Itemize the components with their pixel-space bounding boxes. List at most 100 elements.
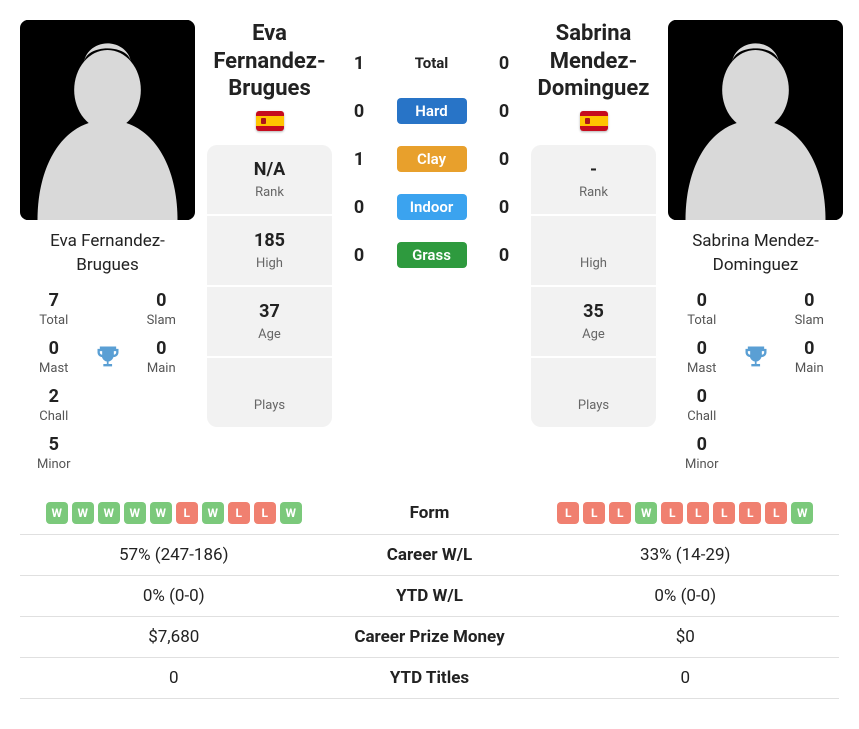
h2h-p2-score: 0 — [489, 197, 519, 218]
form-badge[interactable]: W — [124, 502, 146, 524]
trophy-icon — [742, 343, 770, 371]
form-badge[interactable]: W — [98, 502, 120, 524]
player2-info-block: - Rank High 35 Age Plays — [531, 145, 656, 427]
p2-title-total: 0 Total — [668, 290, 736, 328]
form-badge[interactable]: W — [280, 502, 302, 524]
trophy-icon-cell — [736, 290, 776, 424]
stats-label: Career Prize Money — [320, 627, 540, 647]
player1-header: Eva Fernandez-Brugues — [207, 20, 332, 135]
stats-label: YTD W/L — [320, 586, 540, 606]
h2h-surface: Indoor — [384, 194, 479, 220]
stats-p2-value: 0% (0-0) — [540, 586, 832, 606]
player1-name-under: Eva Fernandez-Brugues — [20, 220, 195, 290]
form-badge[interactable]: L — [713, 502, 735, 524]
surface-label: Grass — [397, 242, 467, 268]
surface-label: Indoor — [397, 194, 467, 220]
player1-info-col: Eva Fernandez-Brugues N/A Rank 185 High … — [207, 20, 332, 427]
h2h-p1-score: 0 — [344, 245, 374, 266]
player2-header: Sabrina Mendez-Dominguez — [531, 20, 656, 135]
h2h-row: 1Total0 — [344, 50, 519, 76]
p1-age: 37 Age — [207, 287, 332, 358]
form-badge[interactable]: L — [739, 502, 761, 524]
stats-row: 57% (247-186)Career W/L33% (14-29) — [20, 535, 839, 576]
h2h-p2-score: 0 — [489, 101, 519, 122]
player1-flag-icon — [256, 111, 284, 131]
surface-label: Clay — [397, 146, 467, 172]
h2h-row: 0 Indoor 0 — [344, 194, 519, 220]
stats-p1-value: 57% (247-186) — [28, 545, 320, 565]
form-badge[interactable]: L — [609, 502, 631, 524]
p1-title-main: 0 Main — [128, 338, 196, 376]
stats-row-form: WWWWWLWLLW Form LLLWLLLLLW — [20, 492, 839, 535]
form-badge[interactable]: W — [150, 502, 172, 524]
stats-label: YTD Titles — [320, 668, 540, 688]
h2h-surface: Clay — [384, 146, 479, 172]
p2-title-minor: 0 Minor — [668, 434, 736, 472]
form-badge[interactable]: L — [228, 502, 250, 524]
form-badge[interactable]: L — [583, 502, 605, 524]
form-badge[interactable]: W — [791, 502, 813, 524]
p2-title-chall: 0 Chall — [668, 386, 736, 424]
player2-info-col: Sabrina Mendez-Dominguez - Rank High 35 … — [531, 20, 656, 427]
h2h-column: 1Total00Hard01Clay00Indoor00Grass0 — [344, 20, 519, 268]
stats-row: $7,680Career Prize Money$0 — [20, 617, 839, 658]
stats-table: WWWWWLWLLW Form LLLWLLLLLW 57% (247-186)… — [20, 492, 839, 699]
player2-flag-icon — [580, 111, 608, 131]
h2h-row: 0Hard0 — [344, 98, 519, 124]
h2h-row: 1 Clay 0 — [344, 146, 519, 172]
p1-title-minor: 5 Minor — [20, 434, 88, 472]
surface-label: Hard — [397, 98, 467, 124]
player1-info-block: N/A Rank 185 High 37 Age Plays — [207, 145, 332, 427]
player2-titles: 0 Total 0 Slam 0 Mast 0 Main 0 Chall — [668, 290, 843, 472]
form-badge[interactable]: L — [254, 502, 276, 524]
p2-title-slam: 0 Slam — [776, 290, 844, 328]
p1-title-slam: 0 Slam — [128, 290, 196, 328]
trophy-icon-cell — [88, 290, 128, 424]
form-badge[interactable]: L — [765, 502, 787, 524]
stats-row: 0YTD Titles0 — [20, 658, 839, 699]
h2h-p1-score: 1 — [344, 149, 374, 170]
form-badge[interactable]: L — [176, 502, 198, 524]
h2h-p1-score: 0 — [344, 197, 374, 218]
form-badge[interactable]: L — [557, 502, 579, 524]
stats-p2-value: $0 — [540, 627, 832, 647]
h2h-p2-score: 0 — [489, 149, 519, 170]
trophy-icon — [94, 343, 122, 371]
form-badge[interactable]: W — [72, 502, 94, 524]
p1-form: WWWWWLWLLW — [28, 502, 320, 524]
p1-high: 185 High — [207, 216, 332, 287]
player1-card: Eva Fernandez-Brugues 7 Total 0 Slam 0 M… — [20, 20, 195, 472]
comparison-top: Eva Fernandez-Brugues 7 Total 0 Slam 0 M… — [20, 20, 839, 472]
p2-rank: - Rank — [531, 145, 656, 216]
form-badge[interactable]: L — [687, 502, 709, 524]
p1-rank: N/A Rank — [207, 145, 332, 216]
h2h-surface: Grass — [384, 242, 479, 268]
stats-p1-value: $7,680 — [28, 627, 320, 647]
form-badge[interactable]: W — [635, 502, 657, 524]
h2h-surface: Hard — [384, 98, 479, 124]
form-badge[interactable]: W — [202, 502, 224, 524]
player1-name: Eva Fernandez-Brugues — [207, 20, 332, 103]
player2-name: Sabrina Mendez-Dominguez — [531, 20, 656, 103]
stats-label-form: Form — [320, 503, 540, 523]
p1-title-chall: 2 Chall — [20, 386, 88, 424]
stats-p2-value: 0 — [540, 668, 832, 688]
form-badge[interactable]: L — [661, 502, 683, 524]
h2h-p1-score: 1 — [344, 53, 374, 74]
h2h-p2-score: 0 — [489, 245, 519, 266]
silhouette-icon — [20, 20, 195, 220]
p2-form: LLLWLLLLLW — [540, 502, 832, 524]
p2-title-main: 0 Main — [776, 338, 844, 376]
form-badge[interactable]: W — [46, 502, 68, 524]
player1-titles: 7 Total 0 Slam 0 Mast 0 Main 2 Chall — [20, 290, 195, 472]
stats-label: Career W/L — [320, 545, 540, 565]
stats-p1-value: 0% (0-0) — [28, 586, 320, 606]
p2-age: 35 Age — [531, 287, 656, 358]
p2-plays: Plays — [531, 358, 656, 427]
h2h-surface: Total — [384, 50, 479, 76]
p2-title-mast: 0 Mast — [668, 338, 736, 376]
stats-p1-value: 0 — [28, 668, 320, 688]
silhouette-icon — [668, 20, 843, 220]
player2-name-under: Sabrina Mendez-Dominguez — [668, 220, 843, 290]
p2-high: High — [531, 216, 656, 287]
